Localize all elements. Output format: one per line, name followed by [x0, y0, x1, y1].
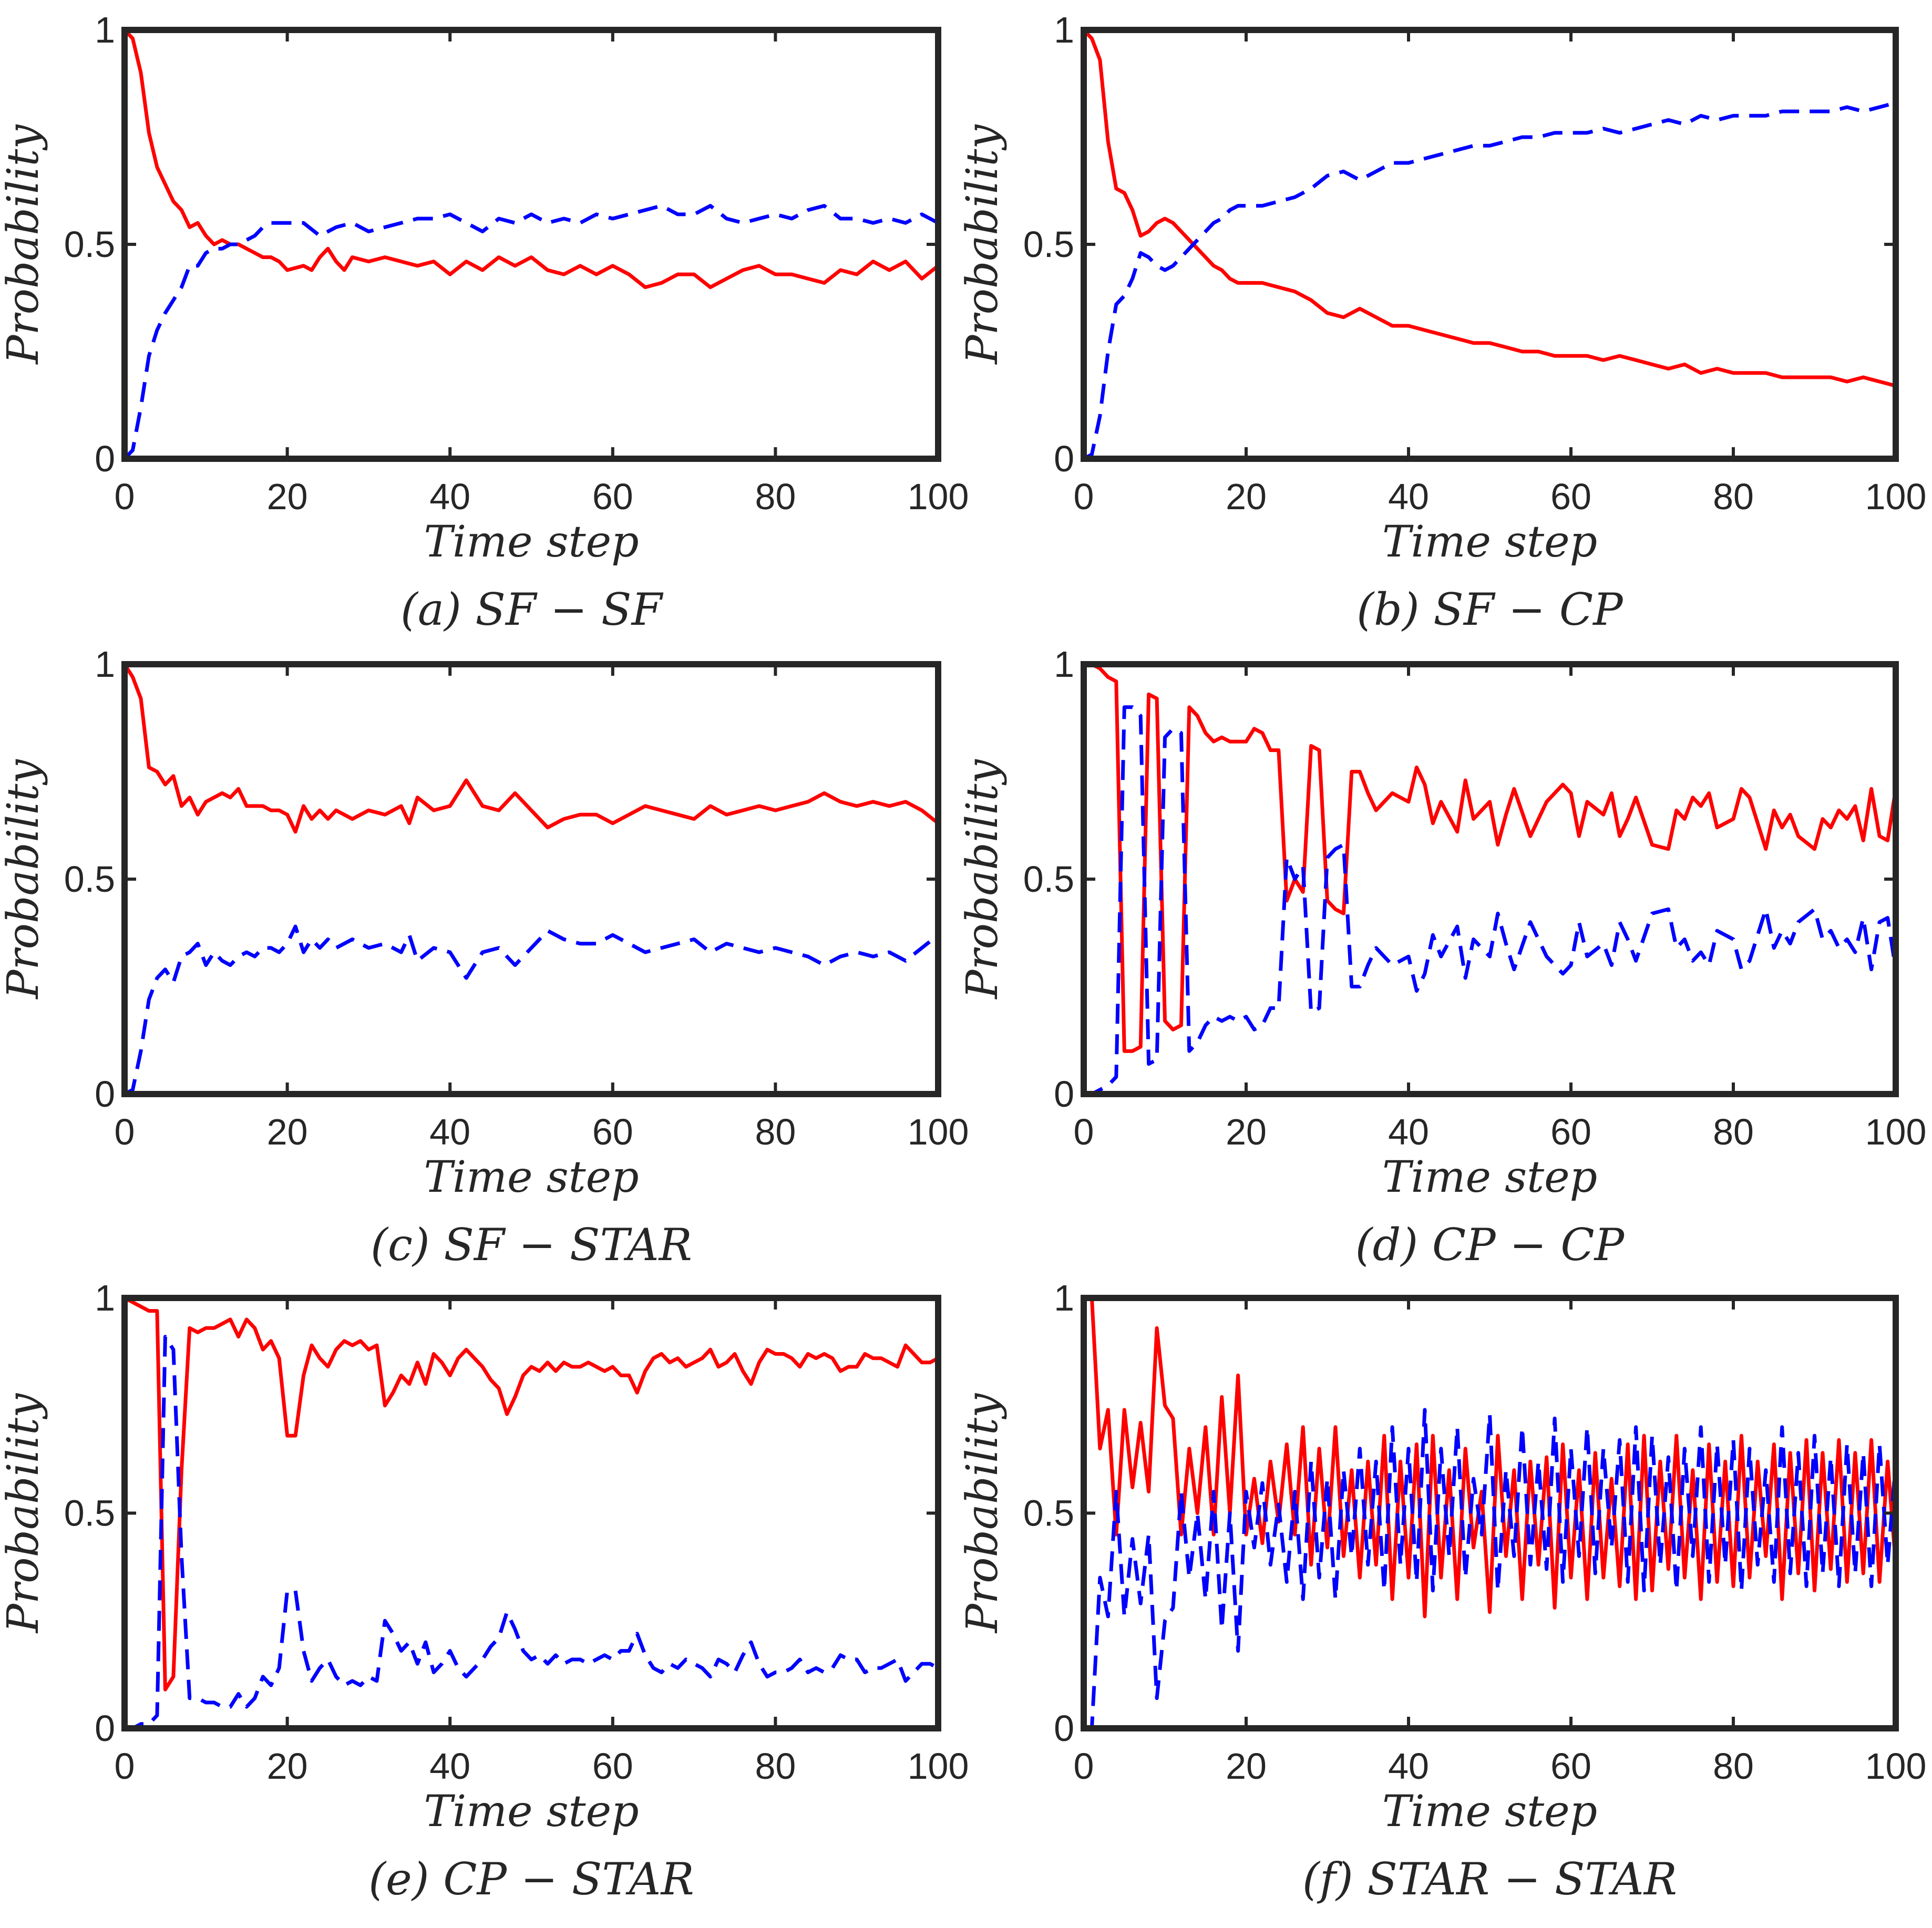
x-axis-title: Time step — [424, 517, 639, 567]
x-axis-title: Time step — [424, 1787, 639, 1837]
x-axis-title: Time step — [1382, 1787, 1597, 1837]
x-tick-label: 20 — [1226, 1746, 1267, 1787]
x-tick-label: 60 — [592, 1746, 633, 1787]
solid-series-line — [1084, 1296, 1896, 1618]
y-tick-label: 0 — [1054, 1708, 1074, 1749]
y-axis-title: Probability — [0, 1393, 48, 1634]
dashed-series-line — [125, 924, 938, 1094]
x-tick-label: 80 — [1713, 1746, 1754, 1787]
x-tick-label: 40 — [429, 1111, 470, 1152]
solid-series-line — [125, 663, 938, 834]
x-tick-label: 100 — [1865, 1111, 1927, 1152]
panel-a: 0 20 40 60 80 100 0 0.5 1 Time step Probability (a)… — [0, 9, 969, 635]
panel-caption: (a) SF − SF — [400, 584, 663, 635]
panel-f: 0 20 40 60 80 100 0 0.5 1 Time step Probability (f)… — [958, 1277, 1926, 1905]
x-tick-label: 0 — [1074, 1111, 1094, 1152]
panel-caption: (c) SF − STAR — [371, 1219, 692, 1271]
x-axis-title: Time step — [1382, 1152, 1597, 1202]
x-tick-label: 20 — [267, 1111, 308, 1152]
dashed-series-line — [1084, 705, 1896, 1094]
dashed-series-line — [1084, 101, 1896, 459]
x-tick-label: 20 — [267, 1746, 308, 1787]
x-tick-label: 40 — [429, 476, 470, 517]
y-tick-label: 1 — [95, 1277, 115, 1318]
x-tick-label: 20 — [1226, 476, 1267, 517]
x-tick-label: 60 — [592, 476, 633, 517]
x-tick-label: 100 — [1865, 1746, 1927, 1787]
y-tick-label: 0 — [95, 438, 115, 479]
x-tick-label: 40 — [1388, 1746, 1429, 1787]
x-tick-label: 100 — [1865, 476, 1927, 517]
x-tick-label: 100 — [908, 1111, 969, 1152]
y-tick-label: 0 — [1054, 438, 1074, 479]
x-tick-label: 40 — [429, 1746, 470, 1787]
y-tick-label: 0.5 — [1023, 859, 1074, 900]
y-tick-label: 0.5 — [64, 859, 115, 900]
dashed-series-line — [125, 1335, 938, 1728]
x-tick-label: 0 — [115, 476, 135, 517]
y-tick-label: 0.5 — [1023, 224, 1074, 265]
x-tick-label: 60 — [1550, 476, 1591, 517]
x-tick-label: 60 — [592, 1111, 633, 1152]
y-axis-title: Probability — [958, 124, 1008, 365]
y-tick-label: 0.5 — [1023, 1493, 1074, 1534]
solid-series-line — [125, 28, 938, 290]
axes-frame — [1081, 1295, 1899, 1731]
y-axis-title: Probability — [0, 124, 48, 365]
x-tick-label: 80 — [755, 1111, 796, 1152]
y-axis-title: Probability — [958, 1393, 1008, 1634]
panel-caption: (b) SF − CP — [1356, 584, 1623, 635]
x-tick-label: 0 — [115, 1111, 135, 1152]
panel-e: 0 20 40 60 80 100 0 0.5 1 Time step Probability (e)… — [0, 1277, 969, 1905]
y-tick-label: 0.5 — [64, 224, 115, 265]
panel-caption: (d) CP − CP — [1355, 1219, 1625, 1271]
dashed-series-line — [1084, 1408, 1896, 1728]
dashed-series-line — [125, 204, 938, 459]
x-tick-label: 20 — [1226, 1111, 1267, 1152]
x-axis-title: Time step — [424, 1152, 639, 1202]
solid-series-line — [1084, 662, 1896, 1053]
x-tick-label: 100 — [908, 1746, 969, 1787]
x-axis-title: Time step — [1382, 517, 1597, 567]
y-axis-title: Probability — [958, 759, 1008, 1000]
panel-caption: (e) CP − STAR — [368, 1853, 694, 1905]
y-tick-label: 1 — [95, 9, 115, 50]
x-tick-label: 80 — [755, 1746, 796, 1787]
x-tick-label: 100 — [908, 476, 969, 517]
x-tick-label: 40 — [1388, 476, 1429, 517]
panel-b: 0 20 40 60 80 100 0 0.5 1 Time step Probability (b)… — [958, 9, 1926, 635]
x-tick-label: 60 — [1550, 1746, 1591, 1787]
panel-d: 0 20 40 60 80 100 0 0.5 1 Time step Probability (d)… — [958, 644, 1926, 1271]
y-tick-label: 0 — [95, 1708, 115, 1749]
x-tick-label: 0 — [115, 1746, 135, 1787]
y-tick-label: 1 — [1054, 9, 1074, 50]
y-tick-label: 1 — [95, 644, 115, 685]
axes-frame — [1081, 27, 1899, 462]
y-tick-label: 1 — [1054, 1277, 1074, 1318]
x-tick-label: 80 — [1713, 1111, 1754, 1152]
x-tick-label: 0 — [1074, 1746, 1094, 1787]
y-tick-label: 0 — [95, 1074, 115, 1115]
x-tick-label: 80 — [1713, 476, 1754, 517]
x-tick-label: 40 — [1388, 1111, 1429, 1152]
panel-c: 0 20 40 60 80 100 0 0.5 1 Time step Probability (c)… — [0, 644, 969, 1271]
x-tick-label: 60 — [1550, 1111, 1591, 1152]
y-tick-label: 1 — [1054, 644, 1074, 685]
y-tick-label: 0 — [1054, 1074, 1074, 1115]
y-tick-label: 0.5 — [64, 1493, 115, 1534]
x-tick-label: 20 — [267, 476, 308, 517]
panel-caption: (f) STAR − STAR — [1302, 1853, 1677, 1905]
axes-frame — [121, 1295, 941, 1731]
axes-frame — [121, 661, 941, 1097]
y-axis-title: Probability — [0, 759, 48, 1000]
solid-series-line — [125, 1296, 938, 1692]
solid-series-line — [1084, 28, 1896, 388]
x-tick-label: 80 — [755, 476, 796, 517]
x-tick-label: 0 — [1074, 476, 1094, 517]
axes-frame — [121, 27, 941, 462]
